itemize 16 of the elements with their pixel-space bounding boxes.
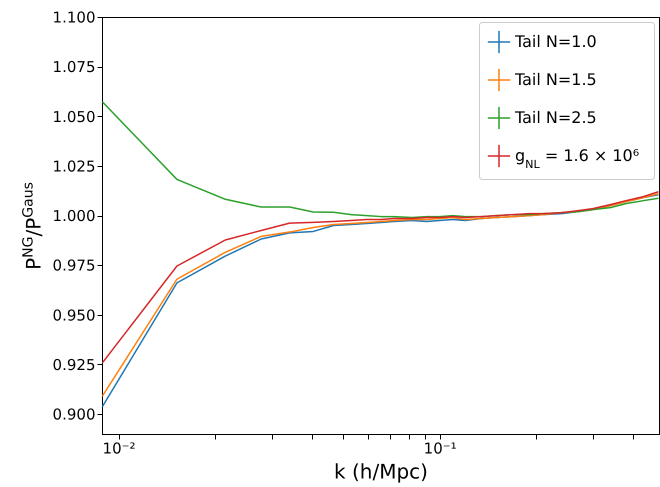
y-tick-label: 1.100: [52, 8, 96, 26]
legend-label: g$_{NL}$ = 1.6 × 10⁶: [515, 146, 640, 170]
legend-label: Tail N=1.0: [514, 32, 597, 51]
x-tick-label: 10⁻²: [102, 440, 136, 458]
y-tick-label: 0.950: [52, 306, 96, 324]
y-tick-label: 1.025: [52, 157, 96, 176]
legend-label: Tail N=1.5: [514, 70, 597, 89]
y-tick-label: 1.075: [52, 58, 96, 76]
x-tick-label: 10⁻¹: [424, 440, 457, 458]
x-axis-title: k (h/Mpc): [334, 460, 428, 484]
legend-label: Tail N=2.5: [514, 108, 597, 127]
y-tick-label: 0.975: [52, 256, 96, 275]
y-tick-label: 0.900: [52, 406, 96, 424]
y-tick-label: 1.050: [52, 108, 96, 126]
y-tick-label: 0.925: [52, 356, 96, 374]
y-tick-label: 1.000: [52, 207, 96, 226]
